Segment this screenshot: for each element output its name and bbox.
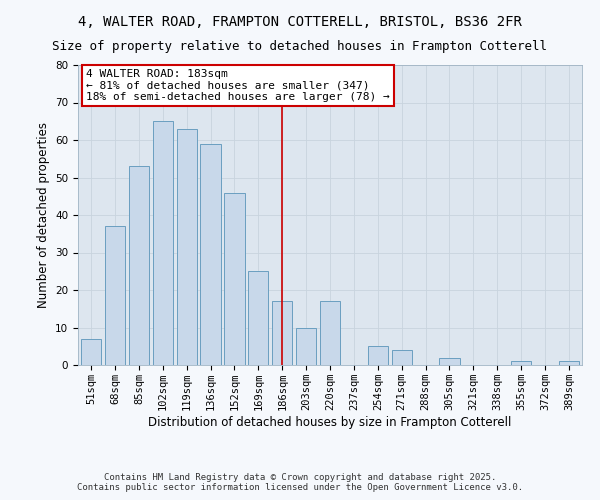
Bar xyxy=(439,358,460,365)
Y-axis label: Number of detached properties: Number of detached properties xyxy=(37,122,50,308)
Bar xyxy=(81,339,101,365)
Bar xyxy=(296,328,316,365)
Text: 4 WALTER ROAD: 183sqm
← 81% of detached houses are smaller (347)
18% of semi-det: 4 WALTER ROAD: 183sqm ← 81% of detached … xyxy=(86,68,390,102)
Bar xyxy=(248,271,268,365)
Bar xyxy=(129,166,149,365)
Bar xyxy=(559,361,579,365)
Bar xyxy=(176,128,197,365)
Bar xyxy=(105,226,125,365)
Text: 4, WALTER ROAD, FRAMPTON COTTERELL, BRISTOL, BS36 2FR: 4, WALTER ROAD, FRAMPTON COTTERELL, BRIS… xyxy=(78,15,522,29)
Bar xyxy=(200,144,221,365)
X-axis label: Distribution of detached houses by size in Frampton Cotterell: Distribution of detached houses by size … xyxy=(148,416,512,428)
Bar xyxy=(272,301,292,365)
Bar xyxy=(392,350,412,365)
Bar xyxy=(152,121,173,365)
Bar xyxy=(368,346,388,365)
Bar xyxy=(224,192,245,365)
Bar xyxy=(320,301,340,365)
Text: Size of property relative to detached houses in Frampton Cotterell: Size of property relative to detached ho… xyxy=(53,40,548,53)
Bar xyxy=(511,361,531,365)
Text: Contains HM Land Registry data © Crown copyright and database right 2025.
Contai: Contains HM Land Registry data © Crown c… xyxy=(77,473,523,492)
